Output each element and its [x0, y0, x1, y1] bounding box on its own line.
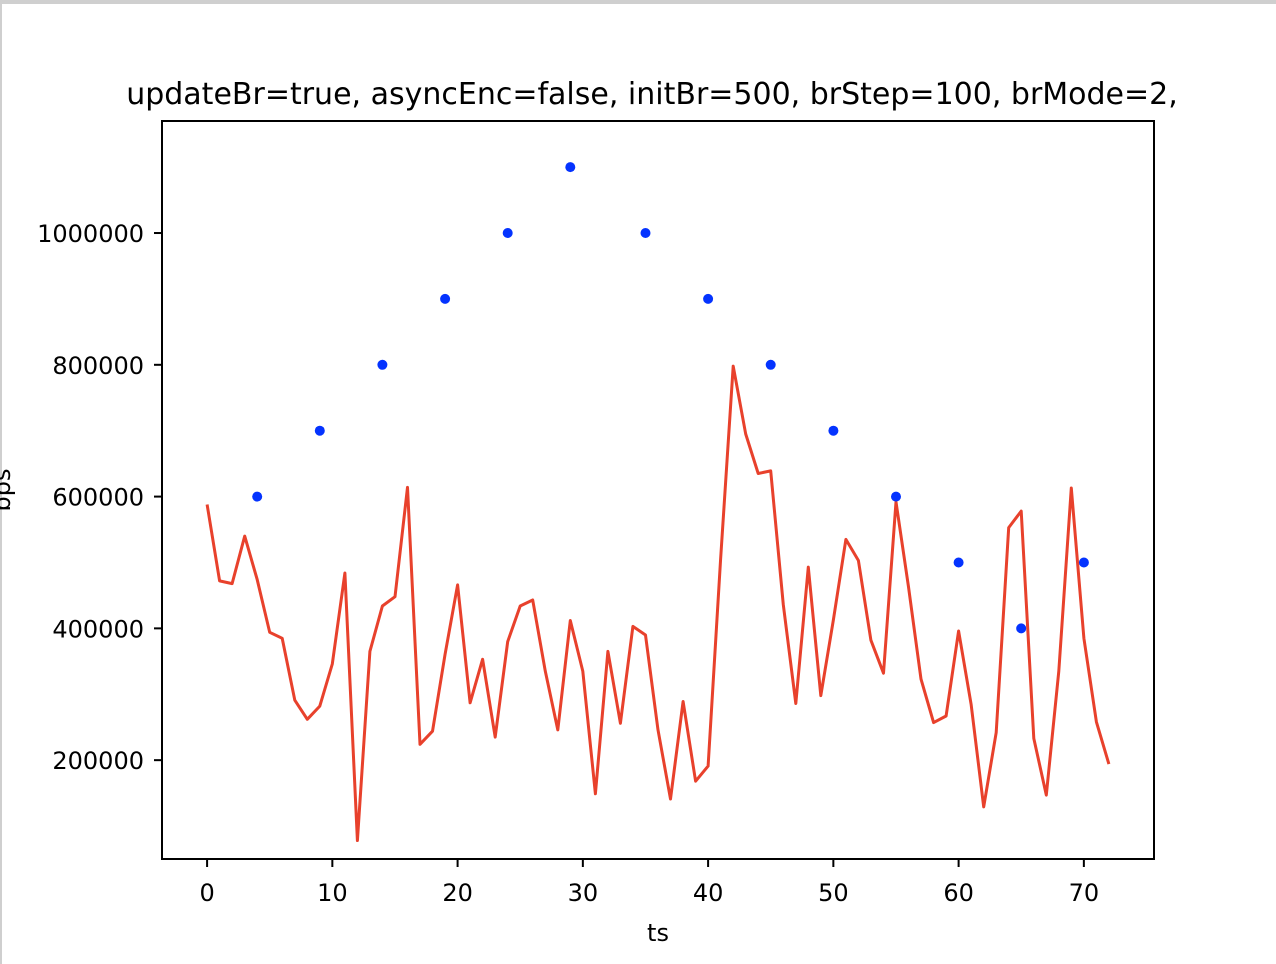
x-tick-label: 40: [693, 879, 724, 907]
series-point: [502, 228, 513, 238]
chart-title: updateBr=true, asyncEnc=false, initBr=50…: [126, 77, 1178, 112]
x-tick-label: 50: [818, 879, 849, 907]
series-point: [314, 425, 325, 436]
x-tick-label: 30: [568, 879, 599, 907]
series-point: [703, 293, 714, 304]
series-point: [765, 359, 776, 370]
x-tick-label: 70: [1069, 879, 1100, 907]
x-axis-label: ts: [647, 919, 669, 947]
series-point: [1078, 557, 1089, 568]
series-line-0: [205, 364, 1111, 842]
plot-frame: [161, 120, 1155, 860]
plot-area: [205, 162, 1111, 842]
series-point: [1016, 623, 1027, 634]
axis-ticks: 0 10 20 30 40 50 60 70 200000 400000 600000 800000 1…: [37, 220, 1099, 907]
series-point: [953, 557, 964, 568]
series-point: [440, 293, 451, 304]
y-tick-label: 800000: [52, 352, 144, 380]
series-point: [828, 425, 839, 436]
y-tick-label: 200000: [52, 747, 144, 775]
y-tick-label: 1000000: [37, 220, 144, 248]
series-point: [891, 491, 901, 502]
x-tick-label: 0: [199, 879, 214, 907]
series-point: [640, 228, 651, 238]
x-tick-label: 60: [943, 879, 974, 907]
y-tick-label: 400000: [52, 615, 144, 643]
x-tick-label: 10: [317, 879, 348, 907]
series-point: [565, 162, 576, 173]
series-point: [252, 491, 263, 502]
series-point: [377, 359, 388, 370]
y-axis-label: bps: [0, 469, 16, 512]
x-tick-label: 20: [442, 879, 473, 907]
y-tick-label: 600000: [52, 484, 144, 512]
